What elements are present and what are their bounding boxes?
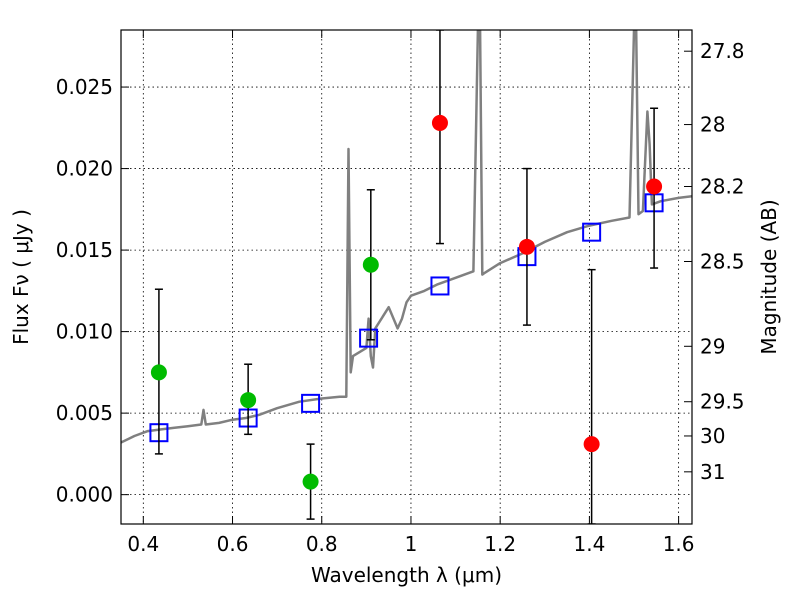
tick-labels: 0.4 0.6 0.8 1 1.2 1.4 1.6 0.000 0.005 0.010 0.015 0… [56, 39, 745, 556]
observed-point [362, 256, 379, 273]
y2-tick-label: 30 [700, 424, 725, 448]
observed-point [431, 114, 448, 131]
model-square-marker [359, 328, 379, 348]
y-tick-label: 0.015 [56, 238, 113, 262]
x-tick-label: 0.4 [127, 532, 159, 556]
model-square-marker [582, 222, 602, 242]
observed-point [302, 473, 319, 490]
plot-area [121, 30, 692, 524]
y2-tick-label: 27.8 [700, 39, 745, 63]
y-tick-label: 0.025 [56, 75, 113, 99]
x-tick-label: 1 [405, 532, 418, 556]
x-tick-label: 1.4 [573, 532, 605, 556]
observed-point [646, 178, 663, 195]
x-tick-label: 1.2 [484, 532, 516, 556]
observed-point [240, 392, 257, 409]
y2-tick-label: 29.5 [700, 390, 745, 414]
observed-point [583, 436, 600, 453]
x-tick-label: 1.6 [663, 532, 695, 556]
x-tick-label: 0.8 [306, 532, 338, 556]
ticks [121, 30, 692, 524]
grid [121, 30, 692, 524]
model-square-marker [301, 393, 321, 413]
y2-tick-label: 28.2 [700, 175, 745, 199]
x-axis-title: Wavelength λ (μm) [311, 563, 502, 587]
spectrum-line [121, 30, 692, 444]
y-axis-title: Flux Fν ( μJy ) [9, 209, 33, 345]
y2-tick-label: 28 [700, 113, 725, 137]
y-tick-label: 0.020 [56, 157, 113, 181]
y2-tick-label: 28.5 [700, 250, 745, 274]
y2-tick-label: 31 [700, 460, 725, 484]
model-square-marker [430, 276, 450, 296]
plot-frame [120, 29, 693, 525]
y-tick-label: 0.000 [56, 483, 113, 507]
y2-tick-label: 29 [700, 334, 725, 358]
y-tick-label: 0.010 [56, 320, 113, 344]
observed-point [150, 364, 167, 381]
observed-point [518, 238, 535, 255]
y-tick-label: 0.005 [56, 401, 113, 425]
y2-axis-title: Magnitude (AB) [757, 199, 781, 354]
x-tick-label: 0.6 [217, 532, 249, 556]
